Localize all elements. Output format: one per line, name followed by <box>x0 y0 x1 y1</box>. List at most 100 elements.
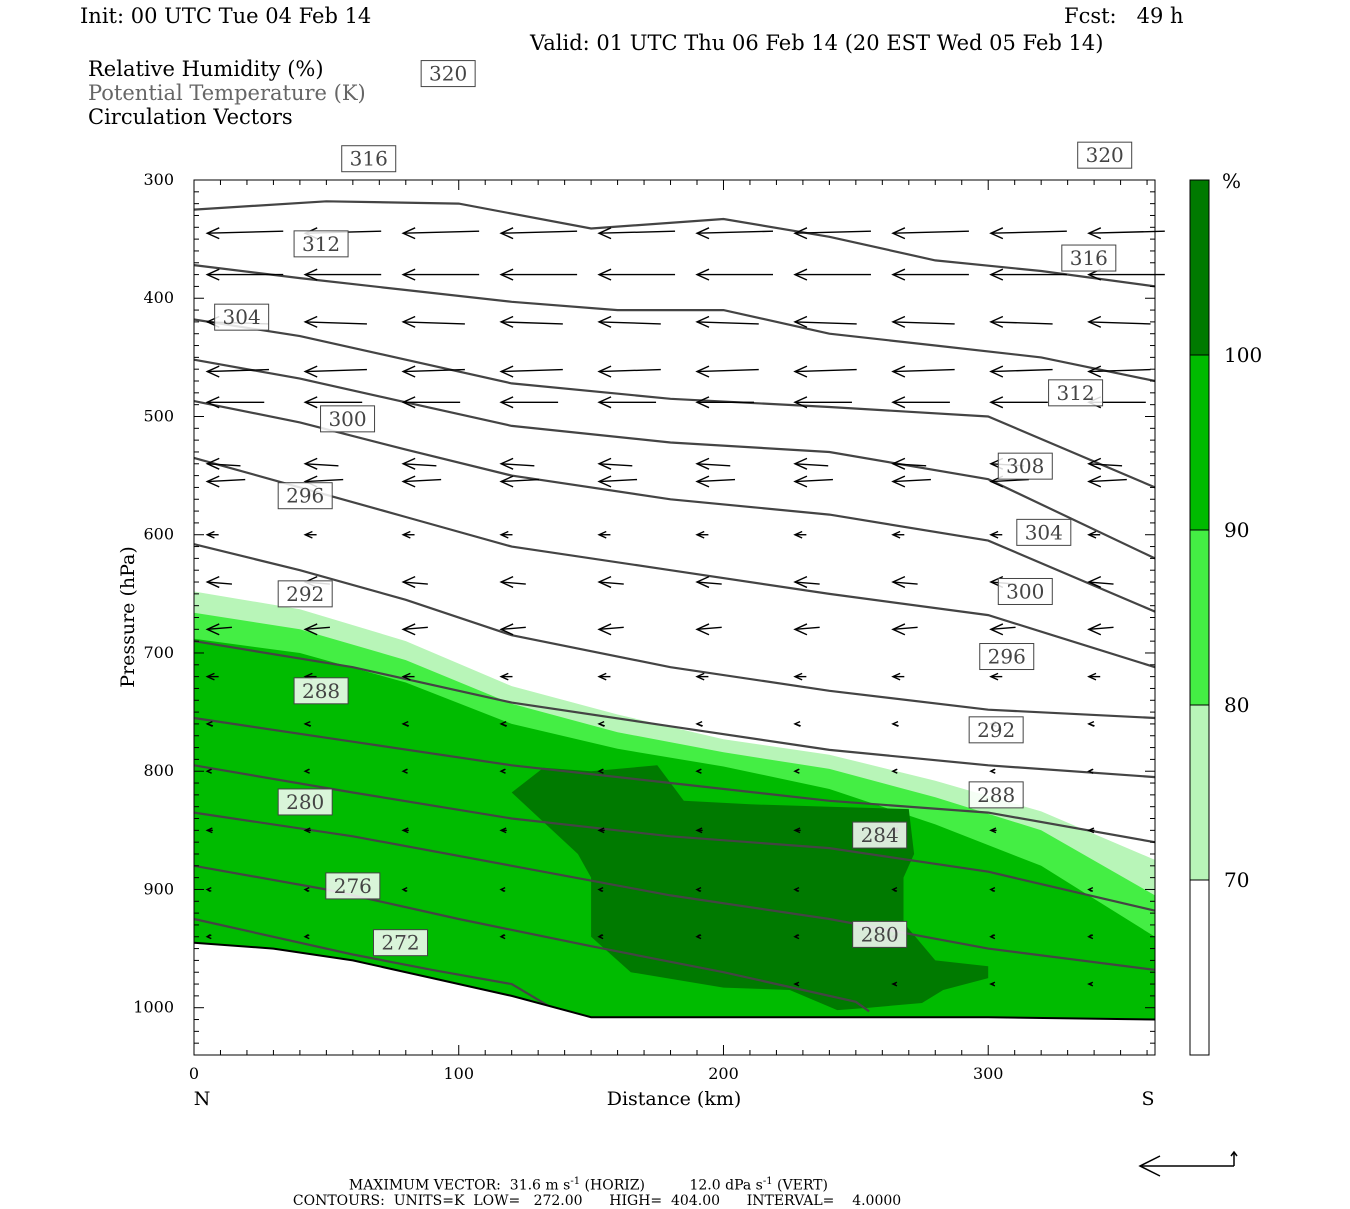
vector-arrow <box>891 475 931 488</box>
vector-head <box>205 396 220 409</box>
vector-head <box>205 720 213 727</box>
vector-arrow <box>695 934 702 940</box>
vector-arrow <box>597 315 661 328</box>
vector-arrow <box>205 227 284 240</box>
vector-head <box>303 315 318 328</box>
y-tick-label: 800 <box>143 761 174 780</box>
vector-shaft <box>892 626 918 631</box>
rh-fill-layer <box>194 591 1155 1020</box>
vector-head <box>597 268 612 281</box>
vector-shaft <box>696 626 722 631</box>
vector-arrow <box>1087 672 1101 681</box>
contour-label-292-text: 292 <box>286 582 324 606</box>
vector-head <box>205 623 220 636</box>
vector-arrow <box>401 457 437 470</box>
vector-head <box>891 886 898 892</box>
vector-arrow <box>205 457 241 470</box>
vector-head <box>1087 365 1102 378</box>
y-tick-label: 900 <box>143 879 174 898</box>
contour-label-304: 304 <box>214 303 270 331</box>
vector-head <box>499 396 514 409</box>
colorbar-band <box>1189 704 1210 881</box>
vector-arrow <box>1087 475 1127 488</box>
vector-arrow <box>401 315 465 328</box>
contour-label-292-b-text: 292 <box>977 718 1015 742</box>
vector-arrow <box>303 720 312 727</box>
vector-arrow <box>793 981 800 987</box>
vector-head <box>891 530 901 539</box>
x-tick-label: 200 <box>708 1064 739 1083</box>
vector-head <box>989 886 996 892</box>
vector-shaft <box>501 626 526 631</box>
vector-arrow <box>597 827 605 834</box>
vector-head <box>793 886 800 892</box>
vector-arrow <box>597 396 657 409</box>
vector-head <box>597 475 612 488</box>
contour-label-288-b-box <box>968 781 1024 809</box>
contour-label-284-box <box>852 821 908 849</box>
colorbar: 70 80 90 100% <box>1189 169 1262 1056</box>
vector-head <box>1087 672 1097 681</box>
vector-arrow <box>695 268 774 281</box>
vector-head <box>597 530 607 539</box>
vector-arrow <box>499 457 535 470</box>
vector-shaft <box>1088 478 1127 483</box>
vector-arrow <box>695 768 702 774</box>
vector-arrow <box>891 981 898 987</box>
contour-label-316-text: 316 <box>350 147 388 171</box>
contour-label-296: 296 <box>277 482 333 510</box>
contours-line: CONTOURS: UNITS=K LOW= 272.00 HIGH= 404.… <box>284 1177 901 1209</box>
vector-arrow <box>891 396 950 409</box>
colorbar-band <box>1189 354 1210 531</box>
vector-head <box>303 268 318 281</box>
vector-arrow <box>597 934 604 940</box>
vector-arrow <box>793 530 807 539</box>
vector-arrow <box>695 365 759 378</box>
vector-head <box>695 475 710 488</box>
vector-shaft <box>305 626 330 631</box>
vector-head <box>1087 623 1102 636</box>
vector-arrow <box>989 530 1003 539</box>
contour-high: HIGH= 404.00 <box>609 1193 721 1209</box>
vector-arrow <box>793 934 800 940</box>
vector-arrow <box>793 886 800 893</box>
colorbar-band <box>1189 179 1210 356</box>
vector-head <box>695 768 702 774</box>
vector-shaft <box>207 478 246 483</box>
vector-head <box>695 720 703 727</box>
vector-arrow <box>597 457 633 470</box>
vector-shaft <box>1088 463 1123 467</box>
vector-arrow <box>205 720 214 727</box>
contour-label-276-box <box>325 872 381 900</box>
vector-head <box>597 768 604 774</box>
vector-arrow <box>891 672 905 681</box>
init-time: Init: 00 UTC Tue 04 Feb 14 <box>80 4 372 28</box>
vector-arrow <box>205 934 212 940</box>
vector-shaft <box>990 626 1016 631</box>
vector-head <box>793 672 803 681</box>
contour-label-272-box <box>372 929 428 957</box>
vector-head <box>401 623 416 636</box>
vector-head <box>597 365 612 378</box>
vector-arrow <box>401 268 480 281</box>
max-vector-label: MAXIMUM VECTOR: <box>348 1177 501 1194</box>
vector-arrow <box>205 672 219 681</box>
vector-arrow <box>205 827 213 834</box>
contour-label-272: 272 <box>372 929 428 957</box>
vector-shaft <box>794 368 857 373</box>
vector-arrow <box>1087 315 1151 328</box>
vector-head <box>499 623 514 636</box>
vector-arrow <box>793 227 871 240</box>
vector-head <box>793 827 801 834</box>
vector-arrow <box>1087 365 1151 378</box>
vector-head <box>401 886 408 892</box>
vector-shaft <box>1088 321 1151 325</box>
contour-label-272-text: 272 <box>381 931 419 955</box>
vector-shaft <box>599 321 661 325</box>
vector-shaft <box>696 478 736 483</box>
vector-arrow <box>303 396 363 409</box>
vector-shaft <box>501 230 578 234</box>
contour-label-320-b-text: 320 <box>1086 143 1124 167</box>
vector-arrow <box>303 768 310 774</box>
vector-arrow <box>989 672 1003 681</box>
